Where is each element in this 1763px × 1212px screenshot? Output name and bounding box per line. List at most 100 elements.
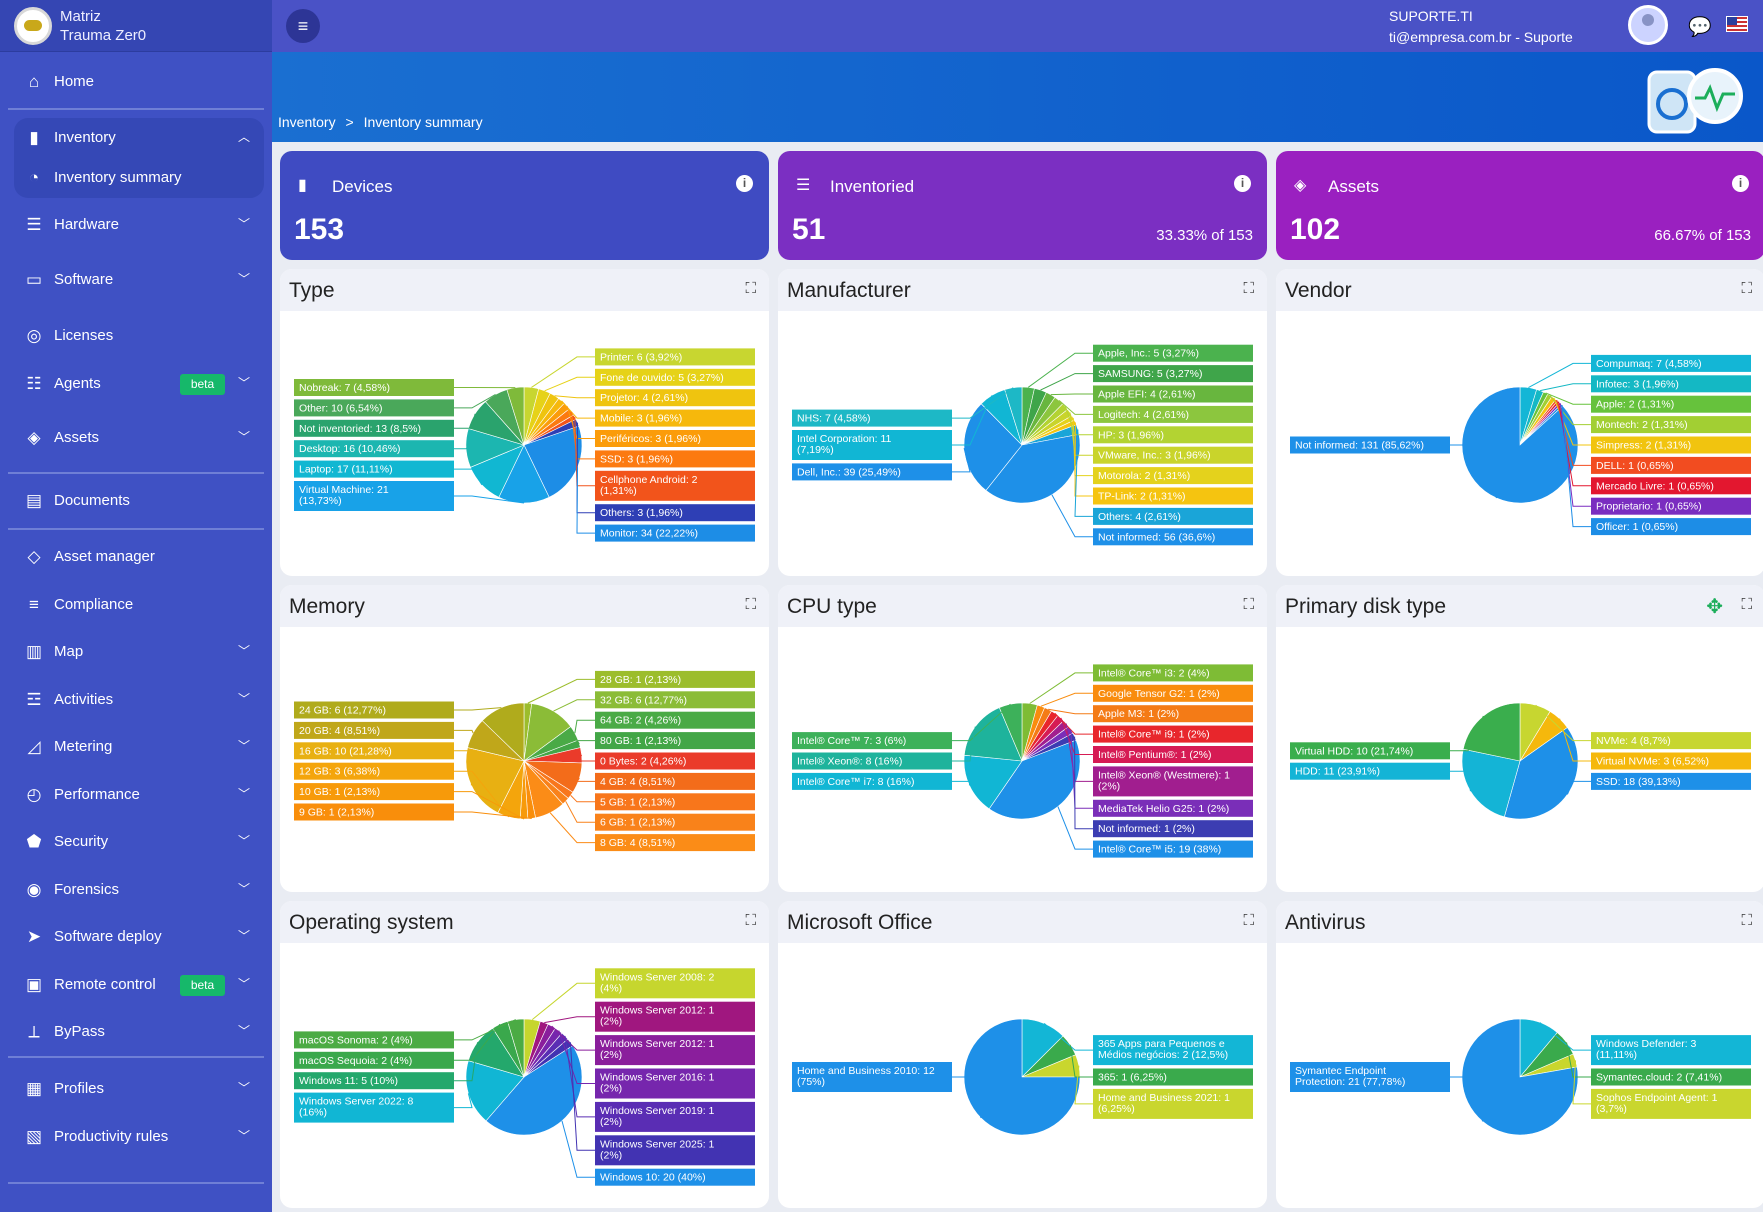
chevron-down-icon[interactable]: ﹀: [237, 977, 250, 991]
expand-icon[interactable]: ⛶: [1243, 912, 1254, 929]
data-label-box: [294, 783, 454, 801]
chevron-down-icon[interactable]: ﹀: [237, 272, 250, 286]
sidebar-item-hardware[interactable]: ☰ Hardware ﹀: [0, 203, 272, 247]
info-icon[interactable]: i: [1732, 175, 1749, 192]
chevron-down-icon[interactable]: ﹀: [237, 692, 250, 706]
data-label: 9 GB: 1 (2,13%): [299, 807, 374, 819]
leader-line: [454, 791, 525, 820]
us-flag-icon[interactable]: [1726, 16, 1748, 32]
breadcrumb-inventory[interactable]: Inventory: [278, 114, 336, 130]
sidebar-item-assets[interactable]: ◈ Assets ﹀: [0, 416, 272, 460]
sidebar-item-inventory[interactable]: ▮ Inventory ︿: [0, 116, 272, 160]
leader-line: [1566, 780, 1591, 795]
sidebar-item-home[interactable]: ⌂ Home: [0, 60, 272, 104]
chevron-down-icon[interactable]: ﹀: [237, 1081, 250, 1095]
sidebar-item-bypass[interactable]: ⟂ ByPass ﹀: [0, 1010, 272, 1054]
sidebar-item-agents[interactable]: ☷ Agents beta ﹀: [0, 362, 272, 406]
leader-line: [569, 1042, 595, 1151]
pie-slice[interactable]: [963, 707, 1023, 762]
sidebar-item-performance[interactable]: ◴ Performance ﹀: [0, 773, 272, 817]
sidebar-item-software[interactable]: ▭ Software ﹀: [0, 258, 272, 302]
chevron-down-icon[interactable]: ﹀: [237, 430, 250, 444]
sidebar-item-activities[interactable]: ☲ Activities ﹀: [0, 678, 272, 722]
expand-icon[interactable]: ⛶: [745, 596, 756, 613]
expand-icon[interactable]: ⛶: [1741, 280, 1752, 297]
kpi-devices[interactable]: ▮ Devices i 153: [280, 151, 769, 260]
chevron-down-icon[interactable]: ﹀: [237, 787, 250, 801]
sidebar-item-productivity-rules[interactable]: ▧ Productivity rules ﹀: [0, 1115, 272, 1159]
chevron-down-icon[interactable]: ﹀: [237, 217, 250, 231]
chevron-down-icon[interactable]: ﹀: [237, 376, 250, 390]
chevron-down-icon[interactable]: ﹀: [237, 834, 250, 848]
chart-header: Memory ⛶: [280, 585, 769, 627]
sidebar-item-profiles[interactable]: ▦ Profiles ﹀: [0, 1067, 272, 1111]
data-label: Desktop: 16 (10,46%): [299, 443, 401, 455]
chevron-up-icon[interactable]: ︿: [237, 130, 250, 144]
expand-icon[interactable]: ⛶: [745, 912, 756, 929]
sidebar-item-forensics[interactable]: ◉ Forensics ﹀: [0, 868, 272, 912]
chevron-down-icon[interactable]: ﹀: [237, 739, 250, 753]
pie-slice[interactable]: [1461, 748, 1521, 818]
chevron-down-icon[interactable]: ﹀: [237, 1129, 250, 1143]
leader-line: [576, 777, 595, 782]
data-label-box: [595, 450, 755, 468]
chevron-down-icon[interactable]: ﹀: [237, 929, 250, 943]
expand-icon[interactable]: ⛶: [1243, 596, 1254, 613]
data-label-box: [294, 701, 454, 719]
pie-slice[interactable]: [485, 1045, 583, 1136]
metering-icon: ◿: [27, 737, 41, 756]
leader-line: [570, 795, 595, 803]
expand-icon[interactable]: ⛶: [1741, 596, 1752, 613]
leader-line: [454, 1093, 473, 1109]
kpi-assets[interactable]: ◈ Assets i 102 66.67% of 153: [1276, 151, 1763, 260]
data-label: Others: 3 (1,96%): [600, 507, 683, 519]
expand-icon[interactable]: ⛶: [1243, 280, 1254, 297]
user-avatar-icon[interactable]: [1628, 5, 1668, 45]
tag-icon: ◈: [27, 428, 41, 447]
hamburger-icon[interactable]: ≡: [286, 9, 320, 43]
data-label: Intel® Xeon®: 8 (16%): [797, 756, 902, 768]
data-label: DELL: 1 (0,65%): [1596, 460, 1674, 472]
chevron-down-icon[interactable]: ﹀: [237, 644, 250, 658]
pie-slice[interactable]: [963, 1018, 1081, 1136]
pie-slice[interactable]: [507, 1018, 525, 1078]
pie-slice[interactable]: [963, 754, 1023, 810]
chart-header: Microsoft Office ⛶: [778, 901, 1267, 943]
data-label: Windows Server 2012: 1 (2%): [600, 1038, 715, 1061]
pie-slice[interactable]: [985, 434, 1081, 504]
info-icon[interactable]: i: [736, 175, 753, 192]
leader-line: [1057, 806, 1093, 850]
sidebar-item-label: Activities: [54, 691, 114, 708]
sidebar-item-inventory-summary[interactable]: ◔ Inventory summary: [0, 156, 272, 200]
data-label-box: [1093, 507, 1253, 525]
data-label: Montech: 2 (1,31%): [1596, 419, 1688, 431]
data-label: Fone de ouvido: 5 (3,27%): [600, 372, 724, 384]
data-label-box: [294, 742, 454, 760]
data-label-box: [595, 813, 755, 831]
sidebar-item-compliance[interactable]: ≡ Compliance: [0, 583, 272, 627]
sidebar-item-metering[interactable]: ◿ Metering ﹀: [0, 725, 272, 769]
info-icon[interactable]: i: [1234, 175, 1251, 192]
sidebar-item-security[interactable]: ⬟ Security ﹀: [0, 820, 272, 864]
pie-slice[interactable]: [1004, 386, 1023, 446]
sidebar-item-asset-manager[interactable]: ◇ Asset manager: [0, 535, 272, 579]
leader-line: [454, 1042, 479, 1082]
chart-title: Microsoft Office: [787, 911, 933, 934]
kpi-inventoried[interactable]: ☰ Inventoried i 51 33.33% of 153: [778, 151, 1267, 260]
move-icon[interactable]: ✥: [1706, 596, 1723, 618]
pie-slice[interactable]: [465, 1060, 525, 1122]
expand-icon[interactable]: ⛶: [745, 280, 756, 297]
data-label-box: [1093, 365, 1253, 383]
chevron-down-icon[interactable]: ﹀: [237, 882, 250, 896]
sidebar-item-map[interactable]: ▥ Map ﹀: [0, 630, 272, 674]
sidebar-item-remote-control[interactable]: ▣ Remote control beta ﹀: [0, 963, 272, 1007]
leader-line: [1545, 392, 1591, 405]
data-label: Officer: 1 (0,65%): [1596, 521, 1678, 533]
expand-icon[interactable]: ⛶: [1741, 912, 1752, 929]
sidebar-item-software-deploy[interactable]: ➤ Software deploy ﹀: [0, 915, 272, 959]
data-label-box: [595, 670, 755, 688]
sidebar-item-documents[interactable]: ▤ Documents: [0, 479, 272, 523]
chat-icon[interactable]: 💬: [1688, 17, 1712, 38]
sidebar-item-licenses[interactable]: ◎ Licenses: [0, 314, 272, 358]
chevron-down-icon[interactable]: ﹀: [237, 1024, 250, 1038]
